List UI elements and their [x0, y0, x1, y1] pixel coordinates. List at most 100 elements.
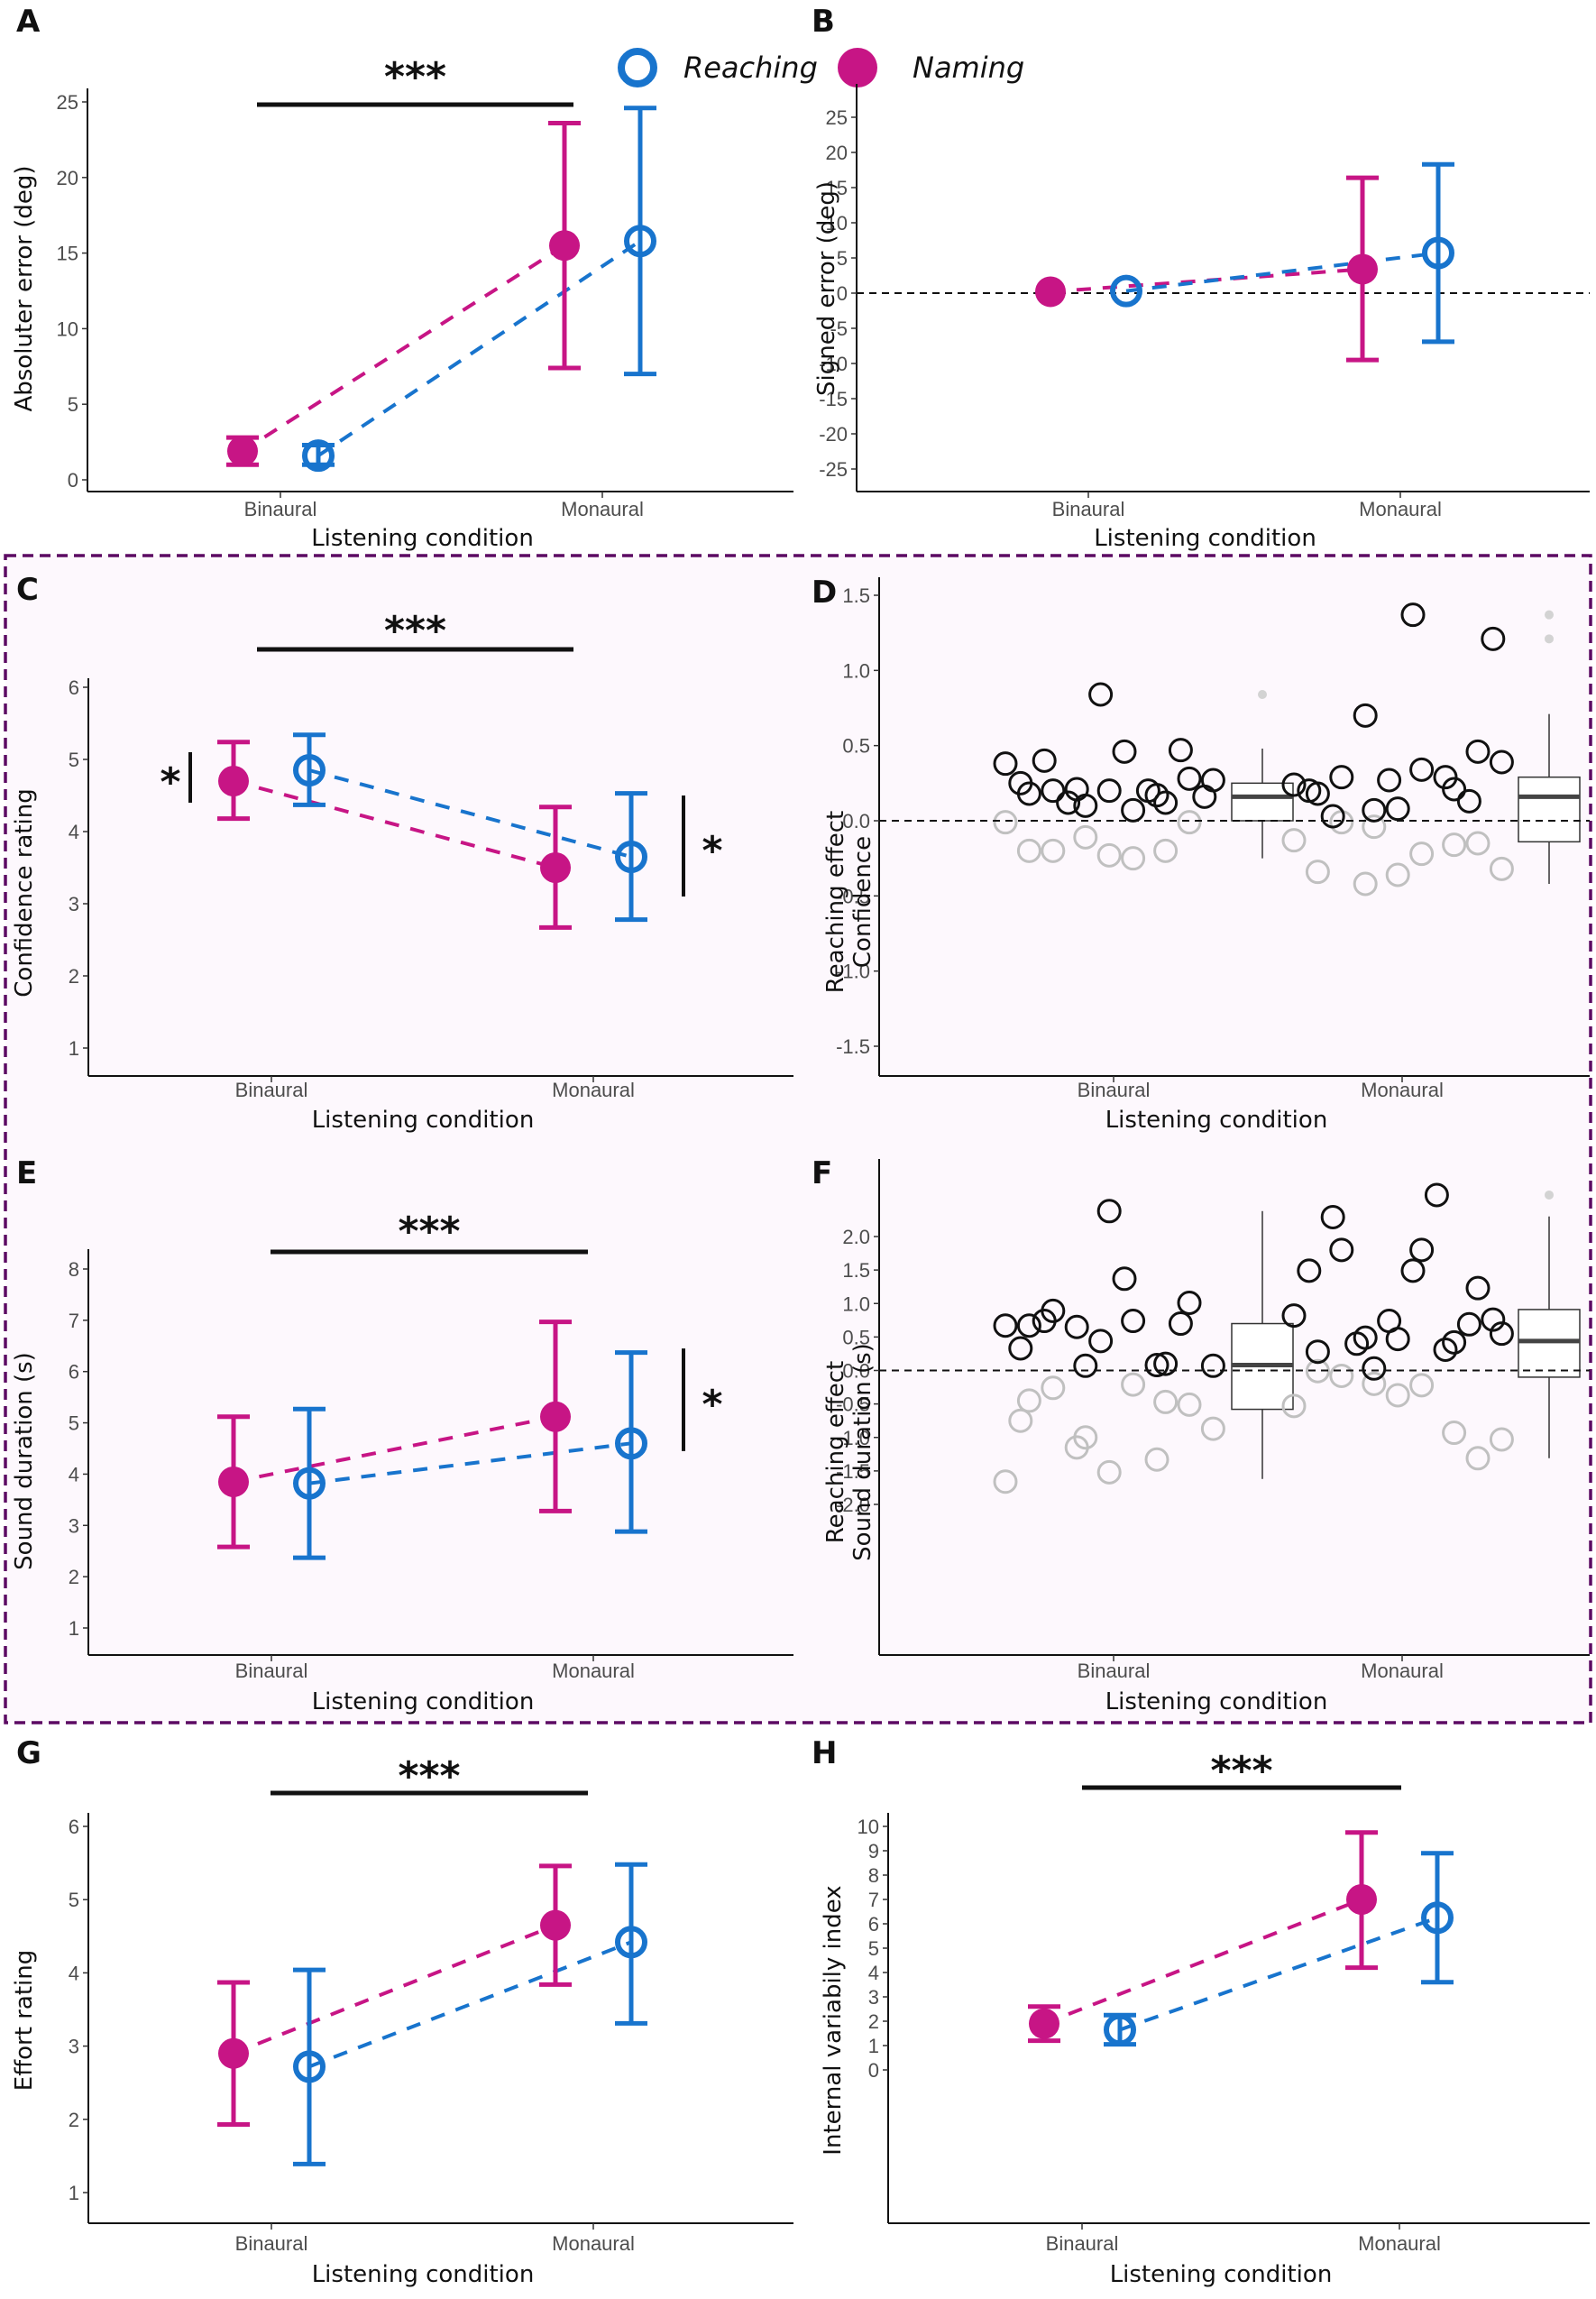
panel-letter: D	[812, 575, 837, 611]
data-point-positive	[1008, 1336, 1033, 1361]
y-tick-label: 2.0	[842, 1226, 870, 1248]
data-point-positive	[1465, 1275, 1491, 1301]
y-tick-label: 0.0	[842, 810, 870, 832]
data-point-positive	[1377, 768, 1402, 793]
data-point-positive	[1456, 1311, 1481, 1337]
data-point-reaching	[615, 841, 647, 873]
y-tick-label: 3	[868, 1986, 879, 2009]
panel-e: E 1 2 3 4 5 6 7 8 Binaural Monaural Listening condi…	[11, 1155, 793, 1715]
data-point-reaching	[615, 1926, 647, 1959]
data-point-positive	[1056, 790, 1081, 815]
x-axis-title: Listening condition	[311, 525, 534, 552]
data-point-positive	[1096, 1199, 1122, 1224]
data-point-positive	[1008, 770, 1033, 795]
y-tick-label: 6	[69, 676, 79, 699]
data-point-naming	[540, 1909, 571, 1941]
panel-c: C 1 2 3 4 5 6 Binaural Monaural Listening conditi…	[11, 572, 793, 1134]
y-tick-label: 8	[868, 1864, 879, 1887]
data-point-negative	[1465, 831, 1491, 856]
y-tick-label: 0.5	[842, 735, 870, 758]
data-point-positive	[1400, 1258, 1426, 1283]
legend-naming-label: Naming	[913, 51, 1024, 85]
data-point-positive	[1177, 1291, 1202, 1316]
y-tick-label: 5	[69, 1889, 79, 1911]
y-tick-label: 3	[69, 893, 79, 915]
y-tick-label: -1.0	[836, 1427, 870, 1449]
highlight-box-cdef	[4, 554, 1592, 1724]
data-point-naming	[540, 852, 571, 883]
data-point-negative	[1385, 1383, 1410, 1408]
y-axis-title: Internal variabily index	[820, 1885, 847, 2155]
data-point-negative	[1096, 1459, 1122, 1485]
data-point-positive	[1121, 1309, 1146, 1334]
significance-label: *	[160, 759, 180, 805]
data-point-positive	[1465, 739, 1491, 764]
data-point-positive	[1168, 1311, 1193, 1337]
y-tick-label: -1.0	[836, 961, 870, 983]
panel-a: A 0 5 10 15 20 25 Binaural Monaural Listening con…	[11, 4, 793, 552]
data-point-negative	[1177, 1392, 1202, 1417]
data-point-negative	[1329, 1363, 1354, 1388]
series-line-reaching	[1125, 251, 1439, 293]
x-tick-label: Monaural	[552, 1660, 635, 1682]
x-axis-title: Listening condition	[1110, 2261, 1333, 2288]
data-point-negative	[1362, 1371, 1387, 1396]
y-tick-label: -5	[830, 317, 848, 340]
y-tick-label: 9	[868, 1840, 879, 1862]
y-tick-label: 3	[69, 1514, 79, 1537]
y-tick-label: -20	[819, 423, 848, 446]
data-point-negative	[1489, 856, 1514, 881]
y-tick-label: 10	[826, 212, 848, 234]
y-axis-title: Confidence	[849, 836, 876, 968]
y-tick-label: 0	[837, 282, 848, 305]
y-tick-label: 6	[868, 1913, 879, 1936]
y-tick-label: 1	[868, 2035, 879, 2057]
panel-b: B -25 -20 -15 -10 -5 0 5 10 15 20 25 Binaural Monaura…	[812, 4, 1590, 552]
data-point-positive	[1064, 777, 1089, 802]
data-point-reaching	[293, 2050, 326, 2083]
x-tick-label: Monaural	[561, 498, 644, 520]
x-tick-label: Binaural	[1046, 2232, 1119, 2255]
data-point-positive	[1433, 1337, 1458, 1362]
series-line-reaching	[308, 1940, 632, 2069]
x-tick-label: Binaural	[1078, 1079, 1151, 1101]
data-point-negative	[1153, 838, 1179, 863]
data-point-positive	[1456, 788, 1481, 814]
y-tick-label: 25	[826, 106, 848, 129]
data-point-positive	[1200, 1353, 1225, 1378]
data-point-positive	[1088, 1329, 1114, 1354]
x-tick-label: Monaural	[1358, 2232, 1441, 2255]
data-point-positive	[1297, 778, 1322, 804]
data-point-positive	[1177, 766, 1202, 791]
y-axis-title: Absoluter error (deg)	[11, 165, 38, 411]
y-tick-label: 3	[69, 2036, 79, 2058]
boxplot-outlier	[1545, 610, 1554, 620]
data-point-positive	[1135, 778, 1160, 804]
x-axis-title: Listening condition	[1105, 1688, 1328, 1715]
boxplot-box	[1518, 776, 1581, 843]
y-tick-label: 2	[868, 2010, 879, 2033]
series-line-naming	[233, 779, 556, 869]
y-tick-label: 4	[69, 1962, 79, 1984]
data-point-negative	[1385, 862, 1410, 887]
data-point-negative	[1353, 871, 1378, 897]
panel-g: G 1 2 3 4 5 6 Binaural Monaural Listening conditi…	[11, 1735, 793, 2288]
data-point-naming	[1346, 1884, 1377, 1915]
data-point-negative	[1073, 824, 1098, 850]
y-axis-title: Reaching effect	[822, 1361, 849, 1543]
y-tick-label: 2	[69, 1566, 79, 1588]
data-point-positive	[1073, 1353, 1098, 1378]
x-tick-label: Monaural	[1361, 1079, 1444, 1101]
data-point-negative	[1305, 1358, 1330, 1384]
y-tick-label: -10	[819, 353, 848, 375]
panel-letter: E	[16, 1155, 37, 1191]
y-tick-label: 5	[69, 749, 79, 771]
data-point-positive	[1385, 796, 1410, 822]
data-point-naming	[227, 436, 258, 467]
y-tick-label: 25	[57, 91, 78, 114]
data-point-positive	[1489, 1321, 1514, 1347]
data-point-positive	[1041, 778, 1066, 804]
data-point-positive	[1320, 804, 1345, 829]
data-point-positive	[1481, 1307, 1506, 1332]
data-point-reaching	[1104, 2013, 1136, 2046]
